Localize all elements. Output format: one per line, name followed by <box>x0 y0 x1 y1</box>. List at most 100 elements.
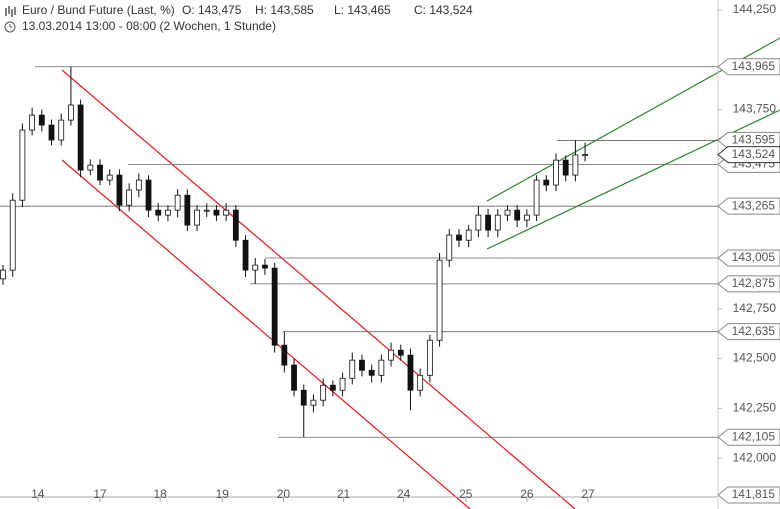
x-tick-label: 24 <box>397 487 411 501</box>
candle-body <box>426 339 433 376</box>
candle-body <box>572 154 579 176</box>
candle-body <box>165 209 171 216</box>
level-label: 143,005 <box>732 250 776 264</box>
x-tick-label: 17 <box>93 487 107 501</box>
y-tick-label: 143,750 <box>733 102 777 116</box>
candle-body <box>0 269 6 280</box>
candle-body <box>9 199 16 271</box>
level-tag <box>717 323 780 341</box>
level-label: 143,265 <box>732 198 776 212</box>
candle-body <box>523 214 530 221</box>
ohlc-value: O: 143,475 <box>182 3 242 17</box>
chart-subtitle: 13.03.2014 13:00 - 08:00 (2 Wochen, 1 St… <box>22 19 276 33</box>
level-tag <box>717 146 780 164</box>
ohlc-value: L: 143,465 <box>334 3 391 17</box>
level-tag <box>717 131 780 149</box>
candle-body <box>533 179 540 216</box>
level-tag <box>717 249 780 267</box>
x-tick-label: 25 <box>459 487 473 501</box>
candle-body <box>475 214 482 231</box>
x-tick-label: 18 <box>153 487 167 501</box>
level-label: 142,875 <box>732 276 776 290</box>
candle-body <box>407 354 414 391</box>
candle-body <box>281 344 288 366</box>
candle-body <box>242 239 249 271</box>
candle-body <box>543 179 550 186</box>
y-tick-label: 142,250 <box>733 401 777 415</box>
candle-body <box>494 214 501 231</box>
y-tick-label: 142,750 <box>733 301 777 315</box>
candle-body <box>145 179 152 211</box>
candle-body <box>135 179 142 191</box>
candle-body <box>456 234 462 241</box>
ohlc-value: C: 143,524 <box>414 3 473 17</box>
candle-body <box>271 267 278 346</box>
candle-body <box>232 209 239 241</box>
x-tick-label: 20 <box>277 487 291 501</box>
candle-body <box>320 384 327 401</box>
candle-body <box>155 209 162 216</box>
candle-body <box>291 364 297 391</box>
candle-body <box>48 124 55 141</box>
y-tick-label: 142,000 <box>733 450 777 464</box>
candle-body <box>359 359 365 371</box>
chart-title: Euro / Bund Future (Last, %) <box>22 3 175 17</box>
candle-body <box>184 194 191 226</box>
level-tag <box>717 197 780 215</box>
candle-body <box>562 159 569 176</box>
candle-body <box>87 164 94 171</box>
y-tick-label: 142,500 <box>733 351 777 365</box>
trend-lines <box>61 37 780 509</box>
candle-body <box>553 159 559 186</box>
candle-body <box>329 384 336 391</box>
candle-body <box>29 114 36 131</box>
candle-body <box>397 349 404 356</box>
candle-body <box>213 209 220 216</box>
candle-body <box>504 209 511 216</box>
candle-body <box>465 229 472 241</box>
level-tag <box>717 58 780 76</box>
candle-body <box>349 359 356 379</box>
candle-body <box>436 259 443 341</box>
x-tick-label: 26 <box>520 487 534 501</box>
candle-body <box>116 174 123 206</box>
candle-body <box>58 119 65 141</box>
candle-body <box>514 209 521 221</box>
candle-body <box>203 209 210 212</box>
x-tick-label: 21 <box>337 487 351 501</box>
candle-body <box>68 104 74 121</box>
candle-body <box>485 214 491 231</box>
candle-body <box>19 129 26 201</box>
candle-body <box>339 377 346 391</box>
candle-body <box>174 194 181 211</box>
candle-body <box>310 399 317 406</box>
level-label: 141,815 <box>732 487 776 501</box>
trend-line <box>486 109 780 250</box>
candle-body <box>77 104 84 171</box>
header-icons <box>4 6 16 33</box>
candle-body <box>417 374 424 391</box>
candle-body <box>38 114 45 126</box>
candle-body <box>126 189 133 206</box>
x-tick-label: 14 <box>31 487 45 501</box>
ohlc-summary: O: 143,475 H: 143,585 L: 143,465 C: 143,524 <box>182 3 473 17</box>
candle-body <box>262 264 268 269</box>
level-tag <box>717 428 780 446</box>
candle-body <box>106 174 113 181</box>
level-label: 142,635 <box>732 324 776 338</box>
trend-line <box>61 159 471 509</box>
trend-line <box>61 69 576 509</box>
y-tick-label: 144,250 <box>733 2 777 16</box>
candle-body <box>368 369 375 376</box>
candle-body <box>252 264 259 271</box>
candle-body <box>300 389 307 406</box>
candle-body <box>446 234 453 261</box>
x-tick-label: 19 <box>216 487 230 501</box>
candle-body <box>194 209 200 226</box>
x-tick-label: 27 <box>581 487 595 501</box>
candle-body <box>97 164 103 181</box>
ohlc-value: H: 143,585 <box>255 3 314 17</box>
candle-body <box>223 209 230 216</box>
